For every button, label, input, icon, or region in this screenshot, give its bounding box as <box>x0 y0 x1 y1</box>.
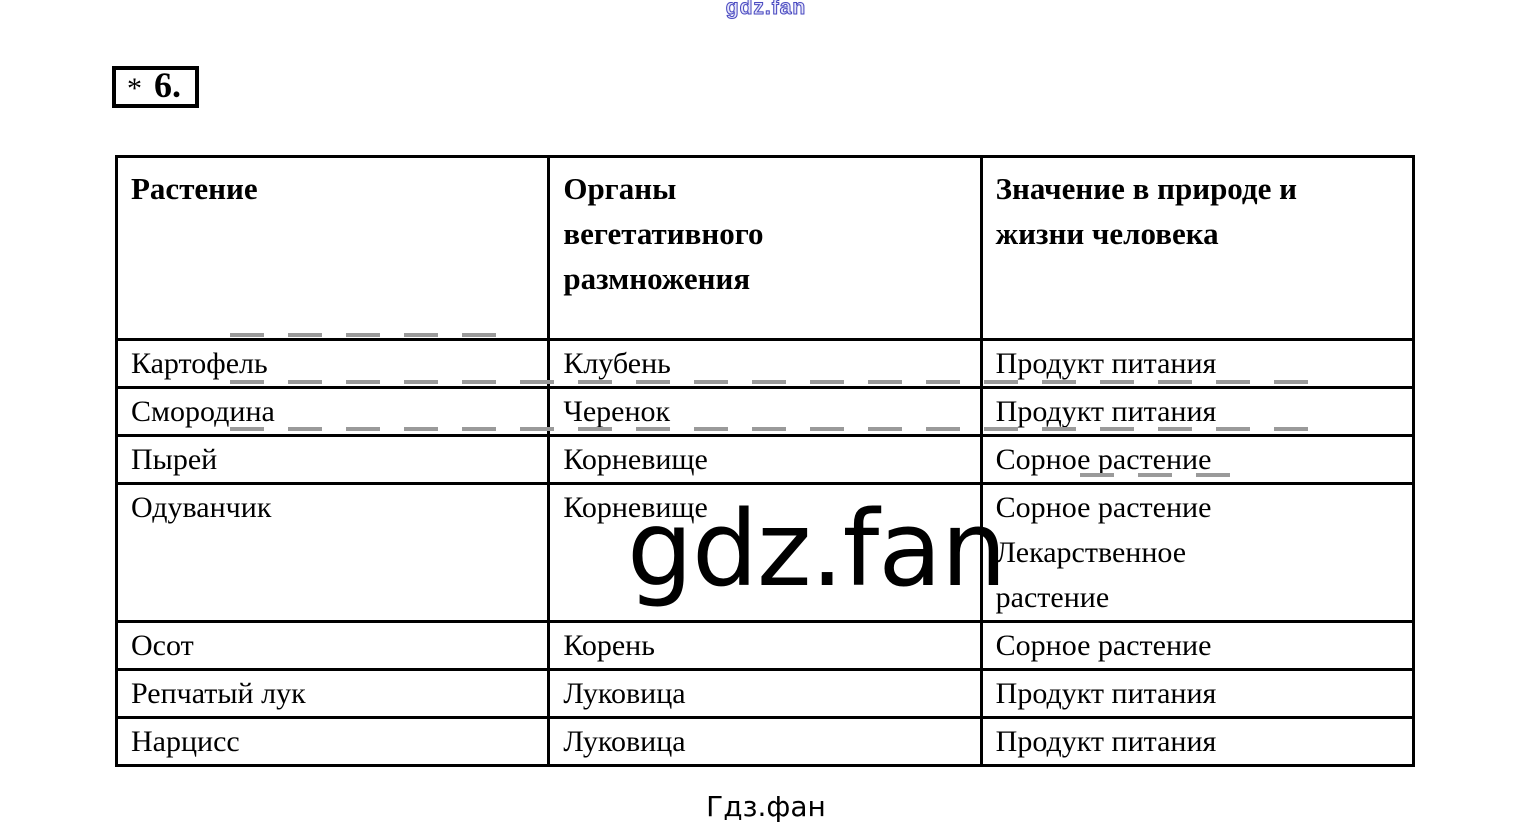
table-row: Репчатый лук Луковица Продукт питания <box>114 668 1416 719</box>
organ-cell: Корневище <box>547 434 983 485</box>
organ-cell: Луковица <box>547 668 983 719</box>
significance-cell: Сорное растение Лекарственное растение <box>979 482 1416 623</box>
column-header-significance: Значение в природе и жизни человека <box>979 155 1416 341</box>
table-row: Картофель Клубень Продукт питания <box>114 338 1416 389</box>
header-row: Растение Органы вегетативного размножени… <box>114 155 1416 341</box>
plants-table-body: Картофель Клубень Продукт питания Смород… <box>114 338 1416 767</box>
table-row: Пырей Корневище Сорное растение <box>114 434 1416 485</box>
significance-cell: Продукт питания <box>979 716 1416 767</box>
table-row: Одуванчик Корневище Сорное растение Лека… <box>114 482 1416 623</box>
column-header-plant: Растение <box>114 155 551 341</box>
plant-cell: Одуванчик <box>114 482 551 623</box>
gray-dash-overlay <box>230 427 1310 431</box>
center-site-watermark: gdz.fan <box>627 488 1007 610</box>
gray-dash-overlay <box>230 380 1310 384</box>
column-header-organ: Органы вегетативного размножения <box>547 155 983 341</box>
plants-table: Растение Органы вегетативного размножени… <box>114 155 1416 767</box>
gray-dash-overlay <box>1080 473 1230 477</box>
significance-cell: Сорное растение <box>979 434 1416 485</box>
question-number: 6. <box>154 65 181 105</box>
question-asterisk: * <box>127 72 142 105</box>
plant-cell: Репчатый лук <box>114 668 551 719</box>
plants-table-header: Растение Органы вегетативного размножени… <box>114 155 1416 341</box>
significance-cell: Продукт питания <box>979 338 1416 389</box>
significance-cell: Продукт питания <box>979 668 1416 719</box>
gray-dash-overlay <box>230 333 520 337</box>
organ-cell: Корневище <box>547 482 983 623</box>
plant-cell: Пырей <box>114 434 551 485</box>
top-site-watermark: gdz.fan <box>725 0 807 20</box>
table-row: Осот Корень Сорное растение <box>114 620 1416 671</box>
significance-cell: Сорное растение <box>979 620 1416 671</box>
organ-cell: Луковица <box>547 716 983 767</box>
footer-site-name: Гдз.фан <box>706 790 826 823</box>
table-row: Нарцисс Луковица Продукт питания <box>114 716 1416 767</box>
question-number-box: * 6. <box>112 66 199 108</box>
organ-cell: Корень <box>547 620 983 671</box>
plant-cell: Осот <box>114 620 551 671</box>
plant-cell: Нарцисс <box>114 716 551 767</box>
